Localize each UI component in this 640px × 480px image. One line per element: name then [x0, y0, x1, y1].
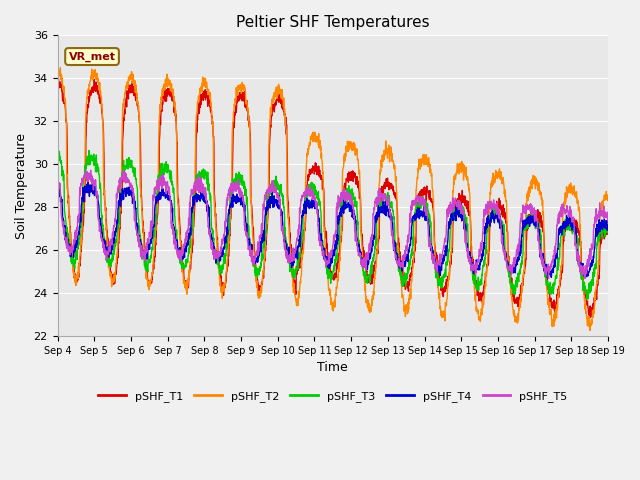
pSHF_T2 — [207, 100, 215, 106]
pSHF_T2 — [586, 327, 594, 333]
pSHF_T4 — [543, 275, 551, 281]
pSHF_T4 — [84, 179, 92, 185]
Line: pSHF_T4: pSHF_T4 — [58, 182, 608, 278]
pSHF_T2 — [556, 280, 563, 286]
pSHF_T4 — [572, 231, 579, 237]
pSHF_T4 — [556, 225, 564, 230]
pSHF_T5 — [545, 276, 552, 282]
pSHF_T5 — [556, 209, 564, 215]
pSHF_T3 — [361, 276, 369, 282]
pSHF_T1 — [556, 284, 563, 289]
pSHF_T1 — [586, 315, 594, 321]
Line: pSHF_T1: pSHF_T1 — [58, 78, 608, 318]
Line: pSHF_T5: pSHF_T5 — [58, 170, 608, 279]
pSHF_T2 — [493, 172, 500, 178]
X-axis label: Time: Time — [317, 361, 348, 374]
pSHF_T5 — [604, 217, 612, 223]
pSHF_T3 — [571, 227, 579, 232]
Line: pSHF_T2: pSHF_T2 — [58, 68, 608, 330]
pSHF_T5 — [54, 179, 61, 185]
pSHF_T1 — [571, 221, 579, 227]
pSHF_T5 — [87, 168, 95, 173]
pSHF_T5 — [493, 200, 500, 206]
pSHF_T3 — [493, 214, 500, 219]
pSHF_T3 — [604, 223, 612, 228]
pSHF_T2 — [56, 65, 64, 71]
Y-axis label: Soil Temperature: Soil Temperature — [15, 133, 28, 239]
pSHF_T5 — [572, 243, 579, 249]
pSHF_T2 — [571, 193, 579, 199]
pSHF_T1 — [349, 168, 356, 174]
pSHF_T3 — [54, 150, 61, 156]
pSHF_T4 — [349, 212, 356, 218]
pSHF_T1 — [54, 76, 61, 82]
pSHF_T4 — [54, 186, 61, 192]
Legend: pSHF_T1, pSHF_T2, pSHF_T3, pSHF_T4, pSHF_T5: pSHF_T1, pSHF_T2, pSHF_T3, pSHF_T4, pSHF… — [93, 387, 572, 407]
pSHF_T1 — [54, 75, 62, 81]
pSHF_T2 — [54, 72, 61, 78]
pSHF_T1 — [207, 107, 215, 113]
pSHF_T3 — [556, 255, 563, 261]
pSHF_T4 — [361, 259, 369, 265]
Text: VR_met: VR_met — [68, 51, 116, 61]
pSHF_T3 — [207, 219, 215, 225]
pSHF_T1 — [361, 263, 369, 268]
pSHF_T2 — [361, 284, 369, 289]
pSHF_T3 — [583, 296, 591, 302]
pSHF_T2 — [349, 140, 356, 146]
pSHF_T3 — [54, 147, 61, 153]
pSHF_T5 — [361, 263, 369, 269]
pSHF_T4 — [493, 215, 500, 221]
pSHF_T2 — [604, 194, 612, 200]
pSHF_T3 — [349, 195, 356, 201]
pSHF_T4 — [604, 222, 612, 228]
Line: pSHF_T3: pSHF_T3 — [58, 150, 608, 299]
Title: Peltier SHF Temperatures: Peltier SHF Temperatures — [236, 15, 429, 30]
pSHF_T4 — [207, 231, 215, 237]
pSHF_T5 — [207, 246, 215, 252]
pSHF_T5 — [349, 205, 356, 211]
pSHF_T1 — [604, 231, 612, 237]
pSHF_T1 — [493, 206, 500, 212]
